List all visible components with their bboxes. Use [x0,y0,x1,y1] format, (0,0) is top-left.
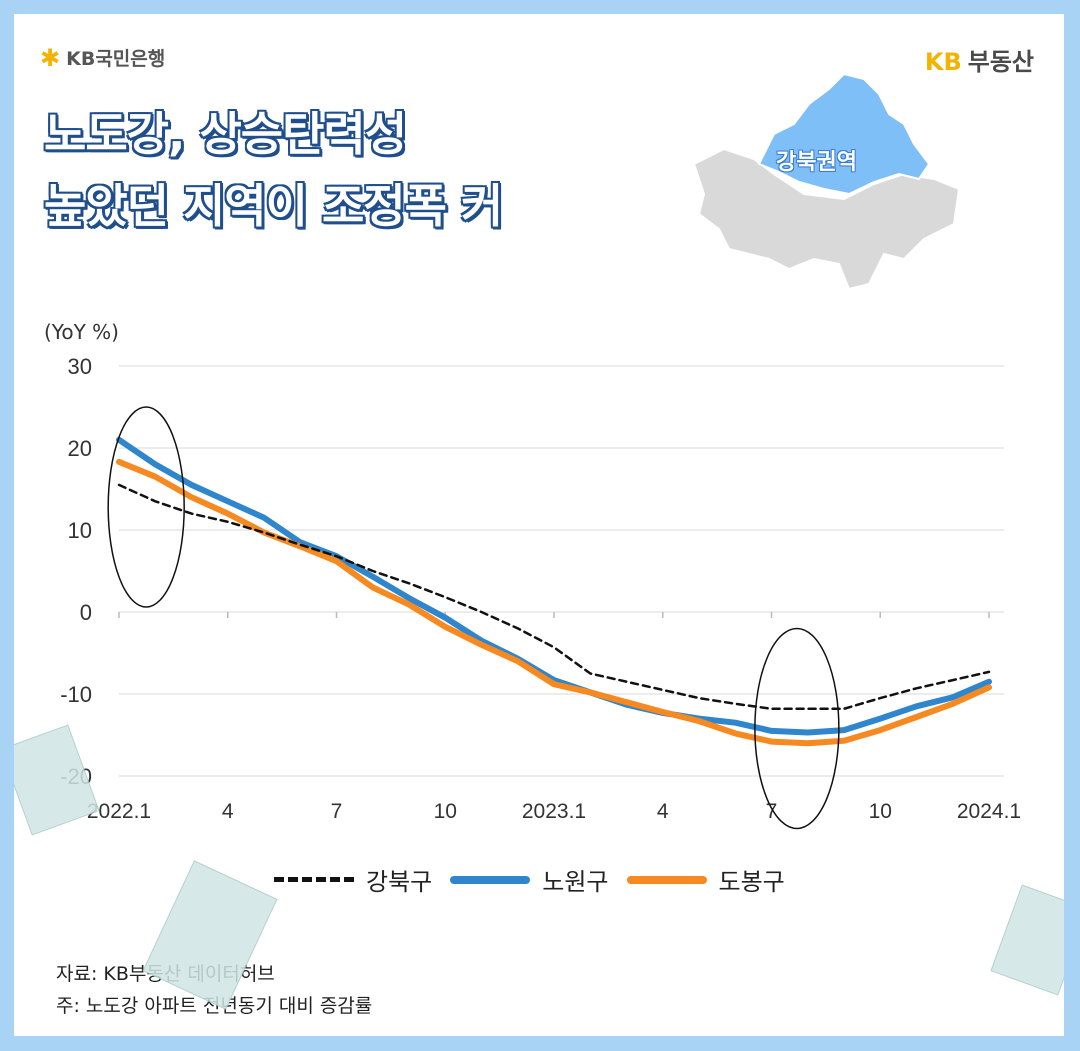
kb-star-icon: ✱ [40,43,61,72]
line-gangbuk [117,483,991,711]
line-nowon [116,436,992,736]
headline-line2: 높았던 지역이 조정폭 커 [44,179,503,233]
y-tick-label: -10 [60,682,92,707]
legend-swatch-dobong [626,875,707,884]
x-tick-label: 4 [222,800,234,823]
kb-bank-logo: ✱ KB국민은행 [40,44,165,71]
legend-label-nowon: 노원구 [542,868,609,896]
legend-swatch-nowon [450,875,531,884]
chart-legend: 강북구 노원구 도봉구 [274,862,785,897]
x-tick-label: 10 [869,800,892,823]
footnote-line: 주: 노도강 아파트 전년동기 대비 증감률 [56,995,373,1017]
kb-realestate-logo: KB 부동산 [925,42,1034,77]
banknote-decoration-right [990,884,1064,996]
seoul-map-icon [692,72,961,291]
x-tick-label: 10 [434,800,457,823]
kb-bank-name: KB국민은행 [66,48,166,70]
y-axis-unit: (YoY %) [44,320,119,344]
legend-item-dobong: 도봉구 [626,862,785,897]
seoul-south-region [692,147,961,291]
annotation-ellipse-trough [754,627,840,830]
x-tick-label: 7 [331,800,343,823]
legend-swatch-gangbuk [274,877,354,882]
legend-item-gangbuk: 강북구 [274,862,432,897]
legend-item-nowon: 노원구 [450,862,609,897]
legend-label-dobong: 도봉구 [718,868,785,896]
x-tick-label: 2023.1 [522,800,586,823]
y-tick-label: 30 [68,354,92,379]
kb-realestate-kb: KB [924,48,962,76]
y-tick-label: 0 [80,600,92,625]
x-tick-label: 2024.1 [957,800,1021,823]
kb-realestate-name: 부동산 [967,48,1034,76]
headline: 노도강, 상승탄력성 높았던 지역이 조정폭 커 [44,98,503,242]
headline-line1: 노도강, 상승탄력성 [44,107,407,161]
infographic-card: ✱ KB국민은행 KB 부동산 노도강, 상승탄력성 높았던 지역이 조정폭 커 … [14,14,1064,1036]
x-tick-label: 7 [766,800,778,823]
x-tick-label: 2022.1 [87,800,151,823]
line-dobong [116,458,992,747]
y-tick-label: 20 [68,436,92,461]
y-tick-label: 10 [68,518,92,543]
annotation-ellipse-start [107,406,185,608]
gangbuk-region [757,72,931,196]
x-tick-label: 4 [657,800,669,823]
legend-label-gangbuk: 강북구 [366,868,433,896]
map-label: 강북권역 [776,150,857,175]
